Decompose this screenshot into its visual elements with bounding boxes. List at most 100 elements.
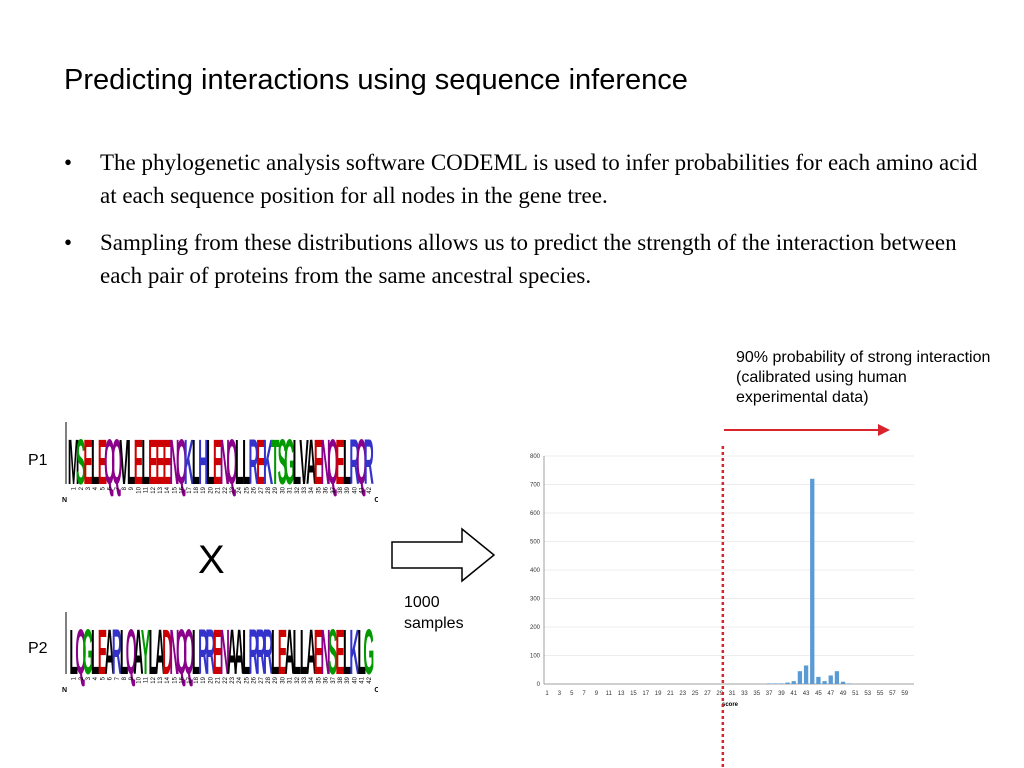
y-tick-label: 600 — [530, 511, 541, 517]
logo-position-label: 8 — [122, 486, 128, 490]
logo-position-label: 12 — [151, 676, 157, 683]
x-tick-label: 53 — [864, 691, 871, 697]
x-tick-label: 21 — [667, 691, 674, 697]
logo-position-label: 3 — [86, 676, 92, 680]
logo-position-label: 32 — [295, 676, 301, 683]
logo-letter: E — [148, 426, 157, 498]
logo-position-label: 39 — [345, 676, 351, 683]
logo-letter: K — [349, 616, 359, 688]
logo-letter: L — [192, 426, 201, 498]
logo-position-label: 18 — [194, 676, 200, 683]
logo-position-label: 31 — [288, 676, 294, 683]
logo-letter: E — [134, 426, 143, 498]
logo-position-label: 11 — [144, 486, 150, 493]
logo-position-label: 38 — [338, 486, 344, 493]
y-tick-label: 800 — [530, 454, 541, 460]
x-tick-label: 41 — [790, 691, 797, 697]
histogram-bar — [803, 665, 809, 684]
logo-letter: E — [314, 616, 323, 688]
logo-letter: G — [284, 426, 295, 498]
arrow-right-icon — [391, 527, 496, 583]
bullet-item: • The phylogenetic analysis software COD… — [64, 146, 984, 212]
bullet-marker: • — [64, 230, 73, 255]
logo-letter: Q — [111, 426, 122, 498]
logo-position-label: 10 — [136, 676, 142, 683]
x-tick-label: 27 — [704, 691, 711, 697]
logo-n-terminus: N — [62, 497, 67, 504]
logo-letter: L — [91, 426, 100, 498]
logo-position-label: 7 — [115, 486, 121, 490]
logo-position-label: 1 — [72, 676, 78, 680]
logo-position-label: 9 — [129, 486, 135, 490]
logo-position-label: 36 — [324, 486, 330, 493]
p2-label: P2 — [28, 640, 48, 657]
logo-letter: L — [300, 616, 309, 688]
logo-position-label: 37 — [331, 676, 337, 683]
logo-letter: E — [335, 426, 344, 498]
logo-letter: A — [306, 426, 316, 498]
logo-position-label: 23 — [230, 486, 236, 493]
logo-letter: R — [349, 426, 359, 498]
histogram-bar — [822, 681, 827, 684]
logo-letter: V — [299, 426, 308, 498]
logo-position-label: 18 — [194, 486, 200, 493]
logo-letter: Q — [327, 426, 338, 498]
logo-letter: Q — [183, 616, 194, 688]
logo-position-label: 33 — [302, 486, 308, 493]
x-tick-label: 33 — [741, 691, 748, 697]
logo-position-label: 17 — [187, 486, 193, 493]
logo-letter: L — [149, 616, 158, 688]
logo-letter: L — [69, 616, 78, 688]
logo-position-label: 35 — [316, 676, 322, 683]
sequence-logo-p1: M1S2E3L4E5Q6Q7V8L9E10L11E12E13E14N15Q16K… — [62, 422, 378, 504]
y-tick-label: 100 — [530, 654, 541, 660]
logo-c-terminus: C — [374, 497, 378, 504]
logo-n-terminus: N — [62, 687, 67, 694]
x-tick-label: 35 — [753, 691, 760, 697]
logo-position-label: 15 — [172, 486, 178, 493]
logo-letter: L — [141, 426, 150, 498]
logo-letter: R — [249, 426, 259, 498]
logo-letter: K — [184, 426, 194, 498]
logo-position-label: 4 — [93, 486, 99, 490]
logo-letter: L — [206, 426, 215, 498]
logo-letter: R — [263, 616, 273, 688]
logo-position-label: 2 — [79, 486, 85, 490]
logo-position-label: 27 — [259, 486, 265, 493]
logo-position-label: 37 — [331, 486, 337, 493]
logo-letter: N — [169, 616, 179, 688]
x-tick-label: 39 — [778, 691, 785, 697]
logo-position-label: 30 — [280, 486, 286, 493]
x-tick-label: 31 — [729, 691, 736, 697]
logo-position-label: 3 — [86, 486, 92, 490]
logo-position-label: 20 — [208, 676, 214, 683]
logo-letter: Q — [176, 616, 187, 688]
logo-letter: Q — [104, 426, 115, 498]
logo-position-label: 21 — [216, 676, 222, 683]
logo-position-label: 38 — [338, 676, 344, 683]
logo-letter: L — [357, 616, 366, 688]
logo-position-label: 41 — [360, 676, 366, 683]
x-tick-label: 45 — [815, 691, 822, 697]
logo-position-label: 20 — [208, 486, 214, 493]
logo-position-label: 12 — [151, 486, 157, 493]
logo-letter: Q — [227, 426, 238, 498]
logo-position-label: 23 — [230, 676, 236, 683]
x-tick-label: 43 — [803, 691, 810, 697]
logo-letter: L — [242, 616, 251, 688]
logo-letter: V — [119, 426, 128, 498]
logo-letter: E — [83, 426, 92, 498]
threshold-callout: 90% probability of strong interaction (c… — [736, 349, 991, 406]
x-axis-label: score — [722, 702, 739, 708]
x-tick-label: 29 — [716, 691, 723, 697]
x-tick-label: 5 — [570, 691, 574, 697]
logo-position-label: 17 — [187, 676, 193, 683]
histogram-bar — [766, 683, 772, 684]
logo-position-label: 16 — [180, 486, 186, 493]
logo-position-label: 22 — [223, 676, 229, 683]
histogram-bar — [791, 681, 796, 684]
logo-position-label: 21 — [216, 486, 222, 493]
logo-letter: G — [363, 616, 374, 688]
logo-position-label: 5 — [100, 676, 106, 680]
logo-letter: E — [314, 426, 323, 498]
